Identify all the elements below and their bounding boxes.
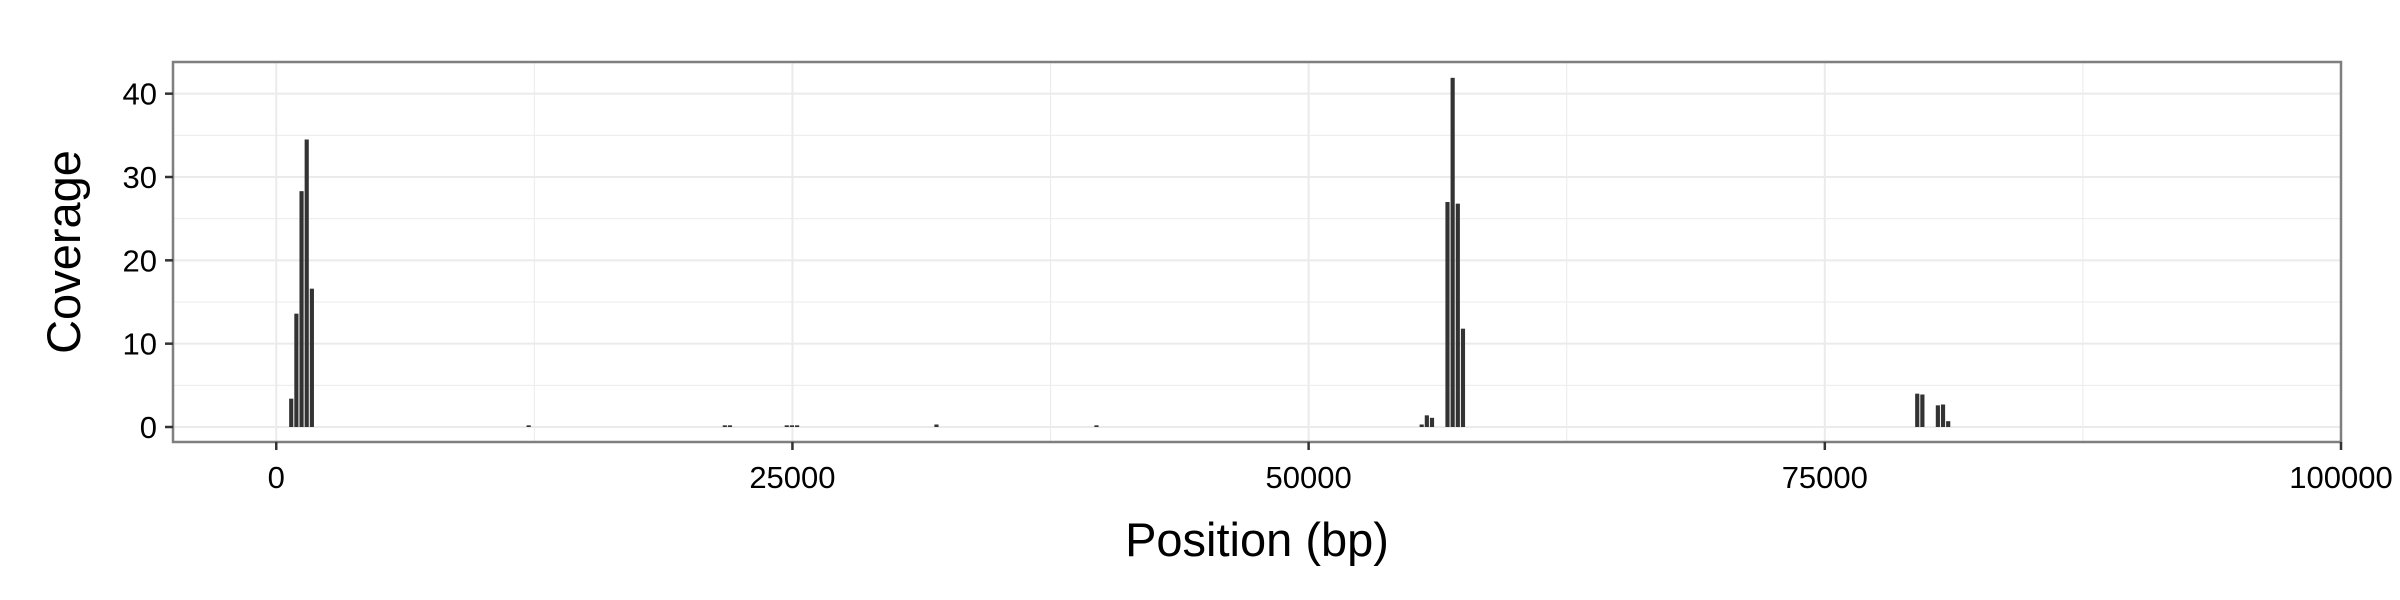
x-tick-label: 75000: [1782, 460, 1868, 495]
y-tick-label: 40: [123, 77, 157, 112]
coverage-bar: [1920, 394, 1925, 427]
x-tick-label: 50000: [1266, 460, 1352, 495]
y-tick-label: 10: [123, 327, 157, 362]
coverage-bar: [1915, 393, 1920, 427]
x-tick-label: 100000: [2289, 460, 2392, 495]
coverage-bar: [289, 398, 294, 427]
coverage-bar: [1450, 77, 1455, 427]
panel-border: [171, 60, 2343, 444]
coverage-bar: [304, 139, 309, 427]
y-axis-title: Coverage: [37, 150, 90, 354]
y-tick-label: 20: [123, 243, 157, 278]
coverage-bar: [795, 425, 800, 427]
coverage-bar: [309, 288, 314, 427]
coverage-bar: [1935, 405, 1940, 427]
coverage-bar: [526, 425, 531, 427]
coverage-bar: [1460, 328, 1466, 427]
coverage-bar: [1445, 202, 1450, 427]
coverage-bar: [784, 425, 789, 427]
coverage-bar: [722, 425, 727, 427]
x-tick-label: 25000: [749, 460, 835, 495]
coverage-bar: [1419, 424, 1424, 427]
coverage-bar: [789, 425, 795, 427]
coverage-bar: [294, 313, 299, 427]
y-tick-label: 0: [140, 410, 157, 445]
coverage-bar: [1424, 415, 1429, 427]
x-tick-label: 0: [268, 460, 285, 495]
coverage-bar: [1094, 425, 1099, 427]
y-tick-label: 30: [123, 160, 157, 195]
y-axis: 0 10 20 30 40: [123, 77, 173, 445]
coverage-bar: [1429, 417, 1435, 427]
coverage-bar: [1940, 404, 1946, 427]
coverage-bar: [727, 425, 733, 427]
coverage-bar: [299, 191, 304, 427]
coverage-bar: [1455, 203, 1460, 427]
x-axis-title: Position (bp): [1125, 513, 1389, 566]
grid-lines: [173, 62, 2342, 442]
coverage-bar: [934, 424, 939, 427]
coverage-bars: [289, 77, 1951, 427]
coverage-bar: [1946, 421, 1951, 427]
x-axis: 0 25000 50000 75000 100000: [268, 442, 2393, 495]
